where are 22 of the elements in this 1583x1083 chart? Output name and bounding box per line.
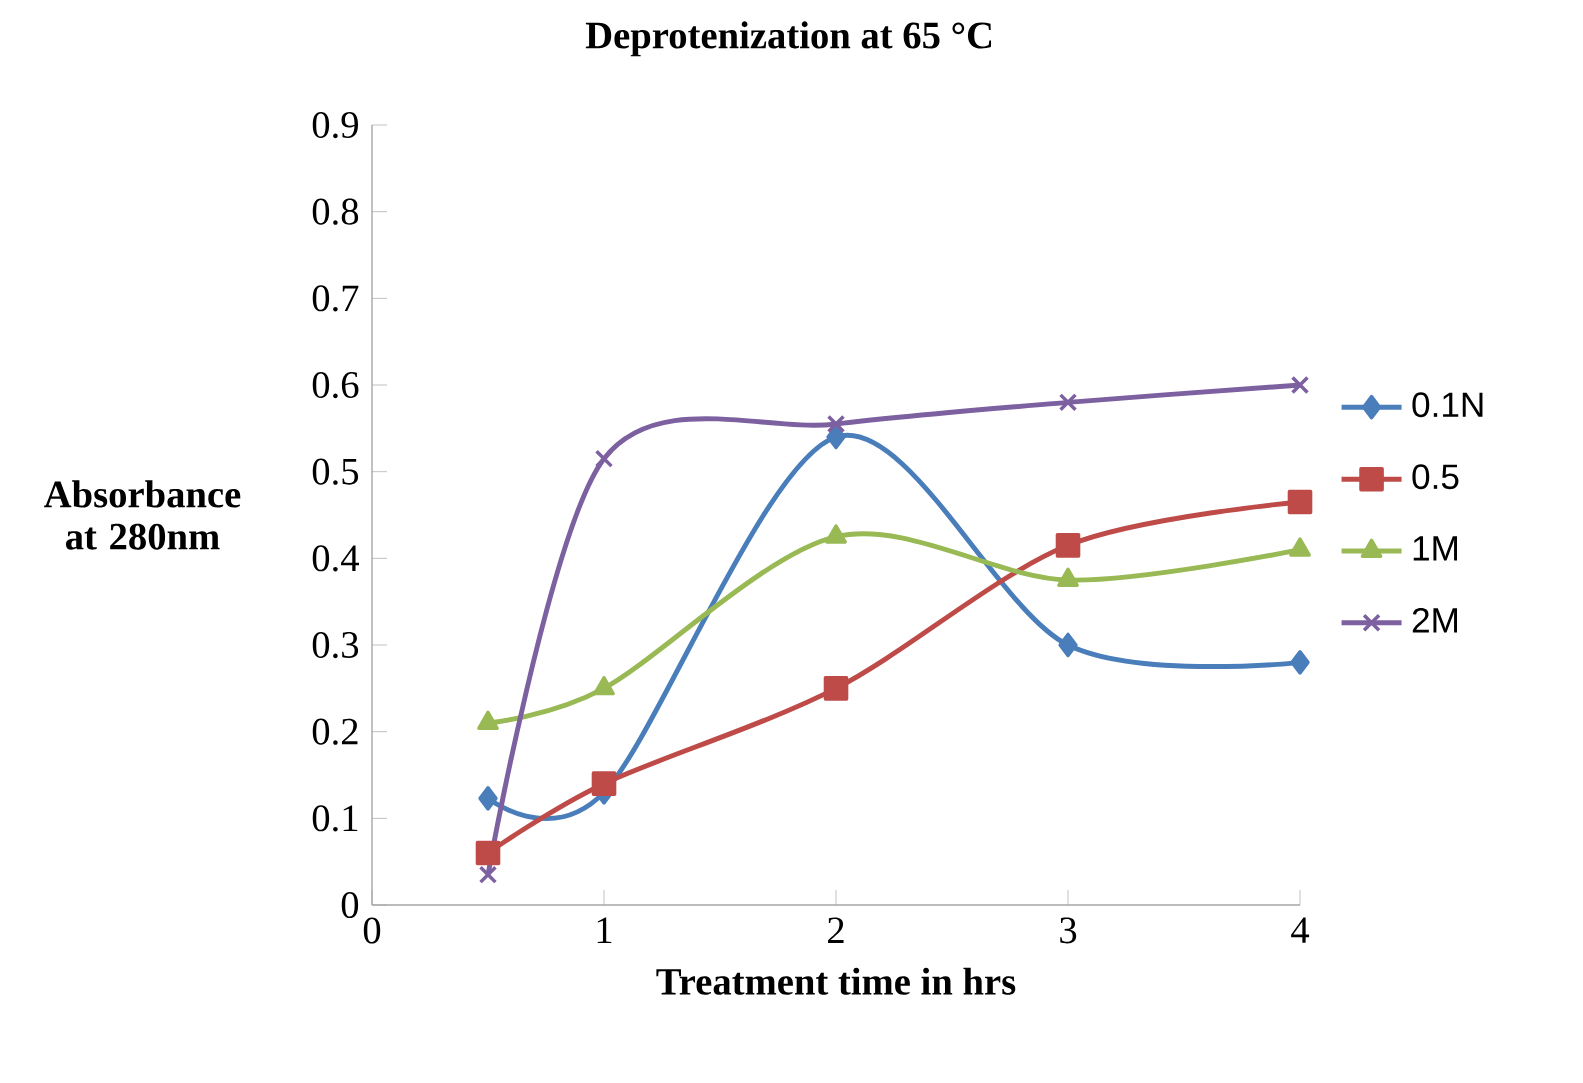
y-axis-title: Absorbance at 280nm	[44, 480, 241, 550]
y-tick-label: 0.3	[312, 631, 359, 659]
y-tick-label: 0.5	[312, 458, 359, 485]
x-tick-label: 3	[1060, 917, 1077, 944]
y-tick-label: 0.4	[312, 545, 359, 572]
y-tick-label: 0.7	[312, 285, 359, 312]
y-tick-label: 0	[341, 891, 359, 919]
x-tick-label: 0	[363, 917, 381, 944]
y-tick-label: 0.9	[312, 111, 359, 139]
x-tick-label: 4	[1291, 917, 1310, 943]
y-tick-label: 0.6	[312, 371, 359, 399]
y-tick-label: 0.8	[312, 198, 359, 225]
legend-label: 2M	[1412, 607, 1457, 633]
x-tick-label: 1	[597, 917, 612, 943]
legend-label: 1M	[1413, 536, 1457, 561]
x-tick-label: 2	[828, 917, 844, 944]
legend-label: 0.5	[1412, 464, 1459, 490]
chart-title: Deprotenization at 65 °C	[585, 21, 992, 57]
x-axis-title: Treatment time in hrs	[656, 967, 1016, 995]
y-tick-label: 0.1	[312, 805, 358, 832]
legend-label: 0.1N	[1412, 392, 1483, 418]
y-tick-label: 0.2	[312, 718, 358, 745]
